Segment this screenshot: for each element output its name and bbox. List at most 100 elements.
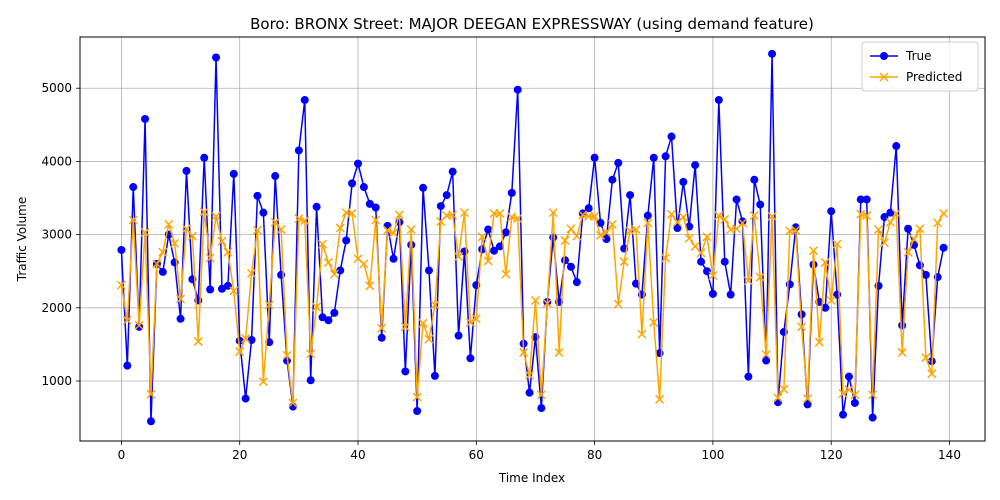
data-point-true — [200, 153, 209, 162]
data-point-predicted — [779, 384, 789, 394]
data-point-predicted — [761, 350, 771, 360]
series-predicted — [116, 207, 949, 408]
data-point-true — [330, 308, 339, 317]
data-point-predicted — [211, 211, 221, 221]
data-point-true — [898, 321, 907, 330]
data-point-predicted — [879, 238, 889, 248]
data-point-true — [217, 284, 226, 293]
data-point-true — [424, 266, 433, 275]
data-point-predicted — [554, 347, 564, 357]
data-point-true — [135, 322, 144, 331]
data-point-predicted — [187, 231, 197, 241]
data-point-predicted — [312, 302, 322, 312]
data-point-predicted — [601, 227, 611, 237]
data-point-true — [359, 183, 368, 192]
data-point-predicted — [371, 215, 381, 225]
data-point-predicted — [921, 353, 931, 363]
series-line-predicted — [120, 211, 945, 404]
data-point-true — [697, 257, 706, 266]
data-point-predicted — [116, 280, 126, 290]
data-point-true — [649, 153, 658, 162]
data-point-predicted — [454, 252, 464, 262]
data-point-true — [365, 199, 374, 208]
data-point-true — [123, 361, 132, 370]
data-point-predicted — [885, 217, 895, 227]
data-point-predicted — [306, 349, 316, 359]
data-point-predicted — [595, 230, 606, 240]
x-axis-label: Time Index — [498, 471, 565, 485]
data-point-predicted — [483, 256, 493, 266]
data-point-true — [566, 262, 575, 271]
data-point-true — [430, 371, 439, 380]
data-point-predicted — [939, 208, 949, 218]
data-point-true — [632, 279, 641, 288]
data-point-predicted — [193, 336, 203, 346]
data-point-predicted — [347, 208, 357, 218]
data-point-true — [856, 195, 865, 204]
data-point-predicted — [696, 248, 706, 258]
data-point-true — [590, 153, 599, 162]
data-point-true — [708, 289, 717, 298]
legend-label-predicted: Predicted — [906, 70, 962, 84]
data-point-predicted — [607, 219, 617, 229]
data-point-true — [720, 257, 729, 266]
data-point-true — [141, 114, 150, 123]
data-point-predicted — [388, 228, 399, 238]
data-point-true — [584, 204, 593, 213]
data-point-predicted — [619, 257, 629, 267]
data-point-predicted — [323, 257, 333, 267]
data-point-predicted — [152, 259, 162, 269]
data-point-true — [691, 161, 700, 170]
data-point-true — [442, 191, 451, 200]
data-point-predicted — [170, 238, 180, 248]
data-point-predicted — [873, 224, 884, 235]
data-point-true — [389, 254, 398, 263]
data-point-predicted — [158, 247, 168, 257]
data-point-true — [294, 146, 303, 155]
data-point-true — [868, 413, 877, 422]
data-point-true — [626, 191, 635, 200]
data-point-predicted — [394, 210, 404, 220]
data-point-predicted — [743, 276, 753, 286]
data-point-predicted — [383, 225, 393, 235]
data-point-predicted — [495, 208, 505, 218]
data-point-predicted — [820, 257, 830, 267]
data-point-predicted — [459, 208, 470, 218]
data-point-true — [679, 177, 688, 186]
data-point-true — [484, 225, 493, 234]
legend: True Predicted — [861, 41, 979, 92]
data-point-predicted — [631, 224, 641, 235]
chart-title: Boro: BRONX Street: MAJOR DEEGAN EXPRESS… — [250, 15, 814, 33]
data-point-predicted — [412, 392, 422, 402]
data-point-predicted — [247, 268, 257, 278]
data-point-true — [342, 236, 351, 245]
data-point-predicted — [862, 211, 872, 221]
data-point-true — [241, 394, 250, 403]
data-point-predicted — [264, 300, 274, 310]
data-point-predicted — [655, 394, 665, 404]
data-point-predicted — [430, 300, 440, 310]
data-point-predicted — [217, 236, 227, 246]
data-point-predicted — [294, 213, 304, 224]
y-tick-label: 4000 — [41, 154, 72, 168]
data-point-true — [702, 267, 711, 276]
data-point-true — [117, 245, 126, 254]
data-point-true — [306, 376, 315, 385]
y-tick-label: 3000 — [41, 228, 72, 242]
data-point-true — [661, 152, 670, 161]
data-point-predicted — [223, 247, 233, 257]
data-point-predicted — [548, 208, 558, 218]
data-point-true — [643, 211, 652, 220]
data-point-predicted — [288, 398, 298, 408]
data-point-true — [454, 331, 463, 340]
data-point-predicted — [903, 247, 913, 257]
y-tick-label: 2000 — [41, 301, 72, 315]
data-point-true — [312, 202, 321, 211]
legend-label-true: True — [905, 49, 932, 63]
series-layer — [116, 49, 949, 426]
data-point-predicted — [909, 234, 919, 244]
data-point-predicted — [199, 207, 209, 217]
data-point-predicted — [229, 286, 239, 296]
data-point-predicted — [276, 224, 286, 235]
